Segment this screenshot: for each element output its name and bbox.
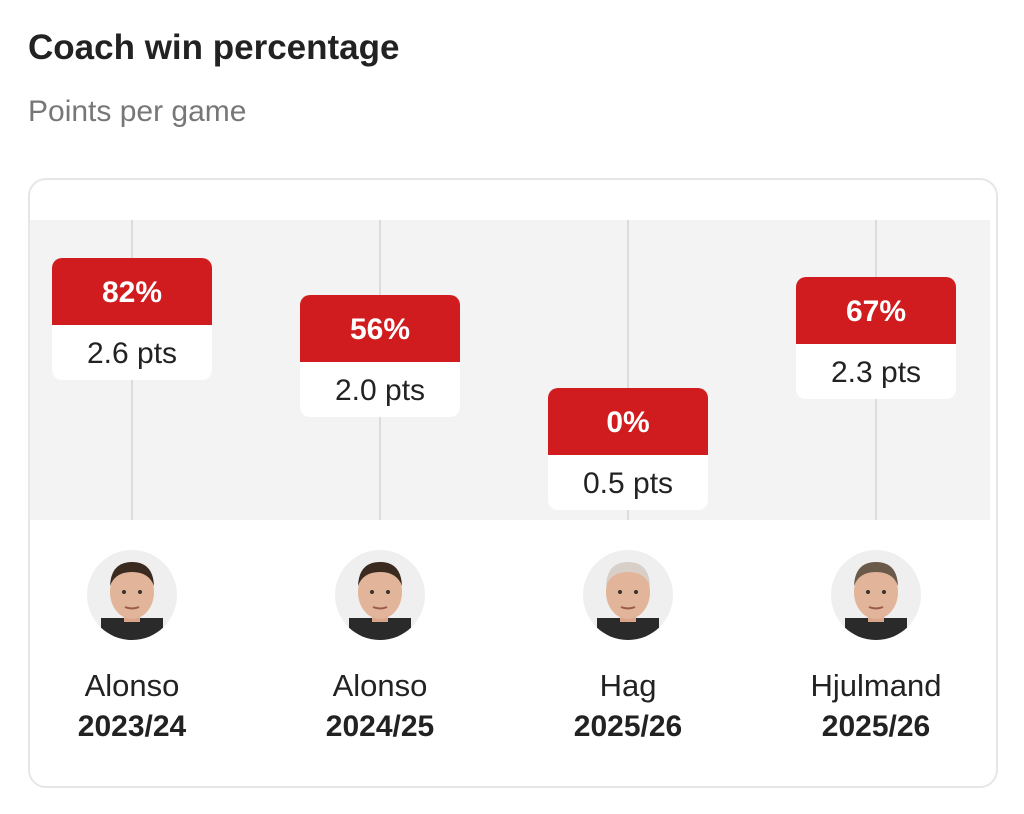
points-per-game: 0.5 pts	[582, 467, 674, 501]
win-percentage: 56%	[300, 295, 460, 363]
coach-avatar	[831, 550, 921, 640]
data-label: 67% 2.3 pts	[796, 276, 956, 399]
coach-name: Hjulmand	[810, 668, 942, 703]
win-percentage: 0%	[548, 388, 708, 456]
win-percentage: 82%	[52, 258, 212, 325]
coach-season: 2025/26	[573, 710, 683, 743]
coach-avatar	[583, 550, 673, 640]
chart-card: 82% 2.6 pts 56% 2.0 pts 0% 0.5 pts 67% 2.3 pts …	[28, 178, 998, 788]
chart-subtitle: Points per game	[28, 95, 247, 128]
coach-name: Hag	[599, 668, 657, 703]
coach-name: Alonso	[84, 668, 180, 703]
points-per-game: 2.6 pts	[86, 337, 178, 370]
coach-name: Alonso	[332, 668, 428, 703]
coach-column: Hjulmand 2025/26	[776, 550, 976, 744]
gridline	[627, 220, 629, 520]
data-label: 0% 0.5 pts	[548, 388, 708, 511]
coach-season: 2025/26	[821, 710, 931, 743]
coach-avatar	[87, 550, 177, 640]
data-label: 82% 2.6 pts	[52, 258, 212, 380]
plot-area: 82% 2.6 pts 56% 2.0 pts 0% 0.5 pts 67% 2.3 pts	[30, 220, 990, 520]
coach-season: 2024/25	[325, 710, 435, 743]
win-percentage: 67%	[796, 276, 956, 344]
coach-avatar	[335, 550, 425, 640]
chart-title: Coach win percentage	[28, 28, 400, 67]
points-per-game: 2.3 pts	[830, 355, 922, 389]
points-per-game: 2.0 pts	[334, 374, 426, 408]
coach-season: 2023/24	[77, 710, 187, 743]
coach-column: Alonso 2024/25	[280, 550, 480, 744]
coach-column: Hag 2025/26	[528, 550, 728, 744]
coach-column: Alonso 2023/24	[32, 550, 232, 744]
data-label: 56% 2.0 pts	[300, 295, 460, 418]
